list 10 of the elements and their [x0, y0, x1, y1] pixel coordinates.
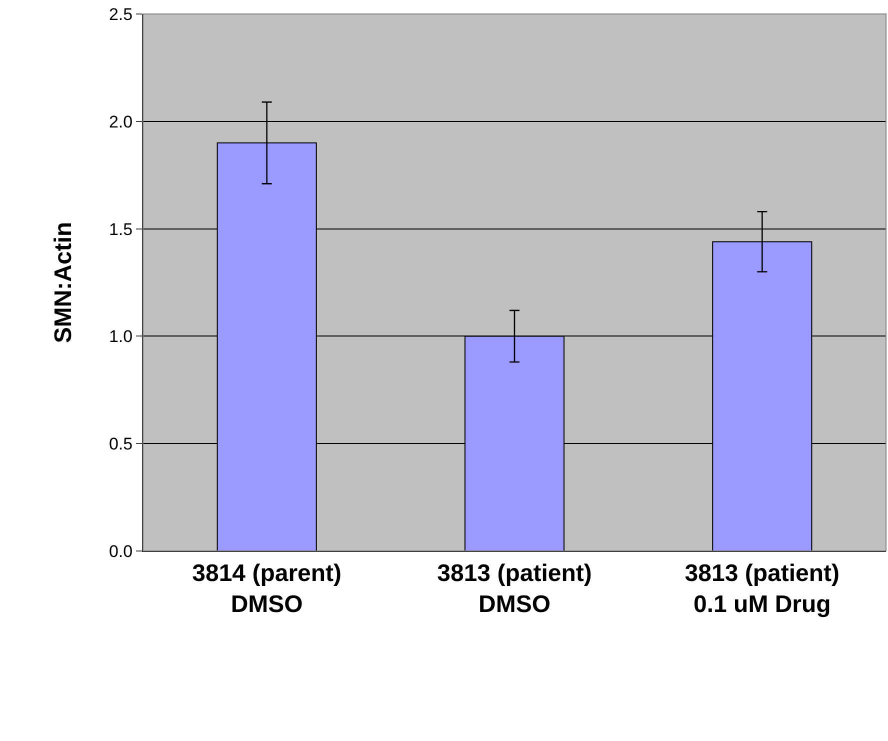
y-axis-title: SMN:Actin: [50, 222, 78, 344]
y-tick-label: 1.5: [108, 220, 133, 239]
x-tick-label: 3813 (patient) DMSO: [437, 560, 592, 618]
y-tick-label: 0.0: [108, 542, 133, 561]
y-tick-label: 0.5: [108, 434, 133, 454]
y-tick-label: 2.5: [108, 4, 133, 24]
x-tick-label: 3813 (patient) 0.1 uM Drug: [684, 560, 840, 618]
x-tick-label: 3814 (parent) DMSO: [192, 560, 342, 618]
y-tick-label: 1.0: [108, 327, 133, 346]
y-tick-label: 2.0: [108, 112, 133, 132]
